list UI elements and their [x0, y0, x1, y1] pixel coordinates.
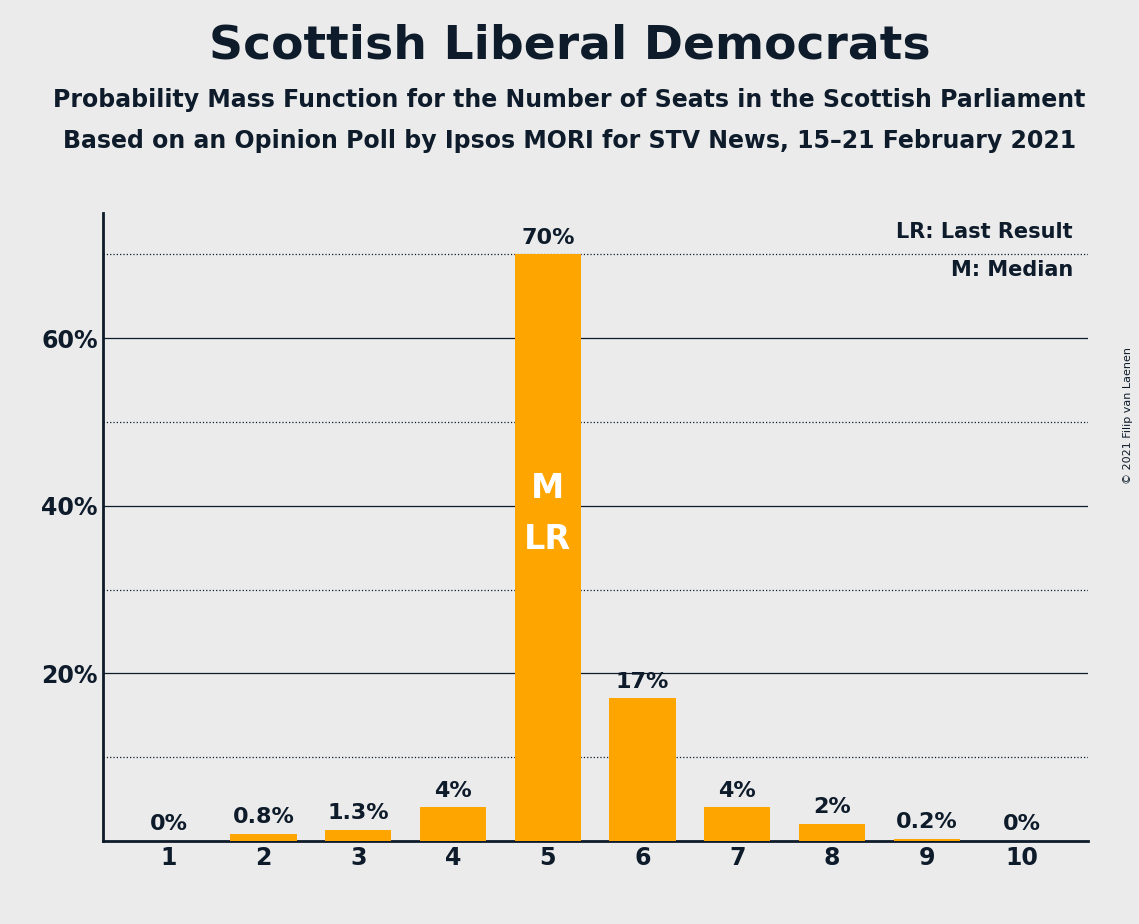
Bar: [893, 839, 960, 841]
Bar: [704, 808, 770, 841]
Text: Probability Mass Function for the Number of Seats in the Scottish Parliament: Probability Mass Function for the Number…: [54, 88, 1085, 112]
Bar: [325, 830, 392, 841]
Text: Scottish Liberal Democrats: Scottish Liberal Democrats: [208, 23, 931, 68]
Text: 70%: 70%: [521, 227, 574, 248]
Text: 0%: 0%: [150, 814, 188, 834]
Bar: [515, 254, 581, 841]
Text: 0.8%: 0.8%: [232, 808, 295, 827]
Bar: [798, 824, 866, 841]
Text: Based on an Opinion Poll by Ipsos MORI for STV News, 15–21 February 2021: Based on an Opinion Poll by Ipsos MORI f…: [63, 129, 1076, 153]
Bar: [420, 808, 486, 841]
Text: 2%: 2%: [813, 797, 851, 818]
Text: M: M: [531, 472, 565, 505]
Text: 0.2%: 0.2%: [895, 812, 958, 833]
Text: LR: Last Result: LR: Last Result: [896, 222, 1073, 242]
Text: 4%: 4%: [719, 781, 756, 800]
Text: 4%: 4%: [434, 781, 472, 800]
Text: 0%: 0%: [1002, 814, 1040, 834]
Bar: [609, 699, 675, 841]
Text: M: Median: M: Median: [951, 260, 1073, 280]
Text: 1.3%: 1.3%: [328, 803, 390, 823]
Bar: [230, 834, 297, 841]
Text: 17%: 17%: [616, 672, 670, 692]
Text: LR: LR: [524, 523, 572, 555]
Text: © 2021 Filip van Laenen: © 2021 Filip van Laenen: [1123, 347, 1133, 484]
